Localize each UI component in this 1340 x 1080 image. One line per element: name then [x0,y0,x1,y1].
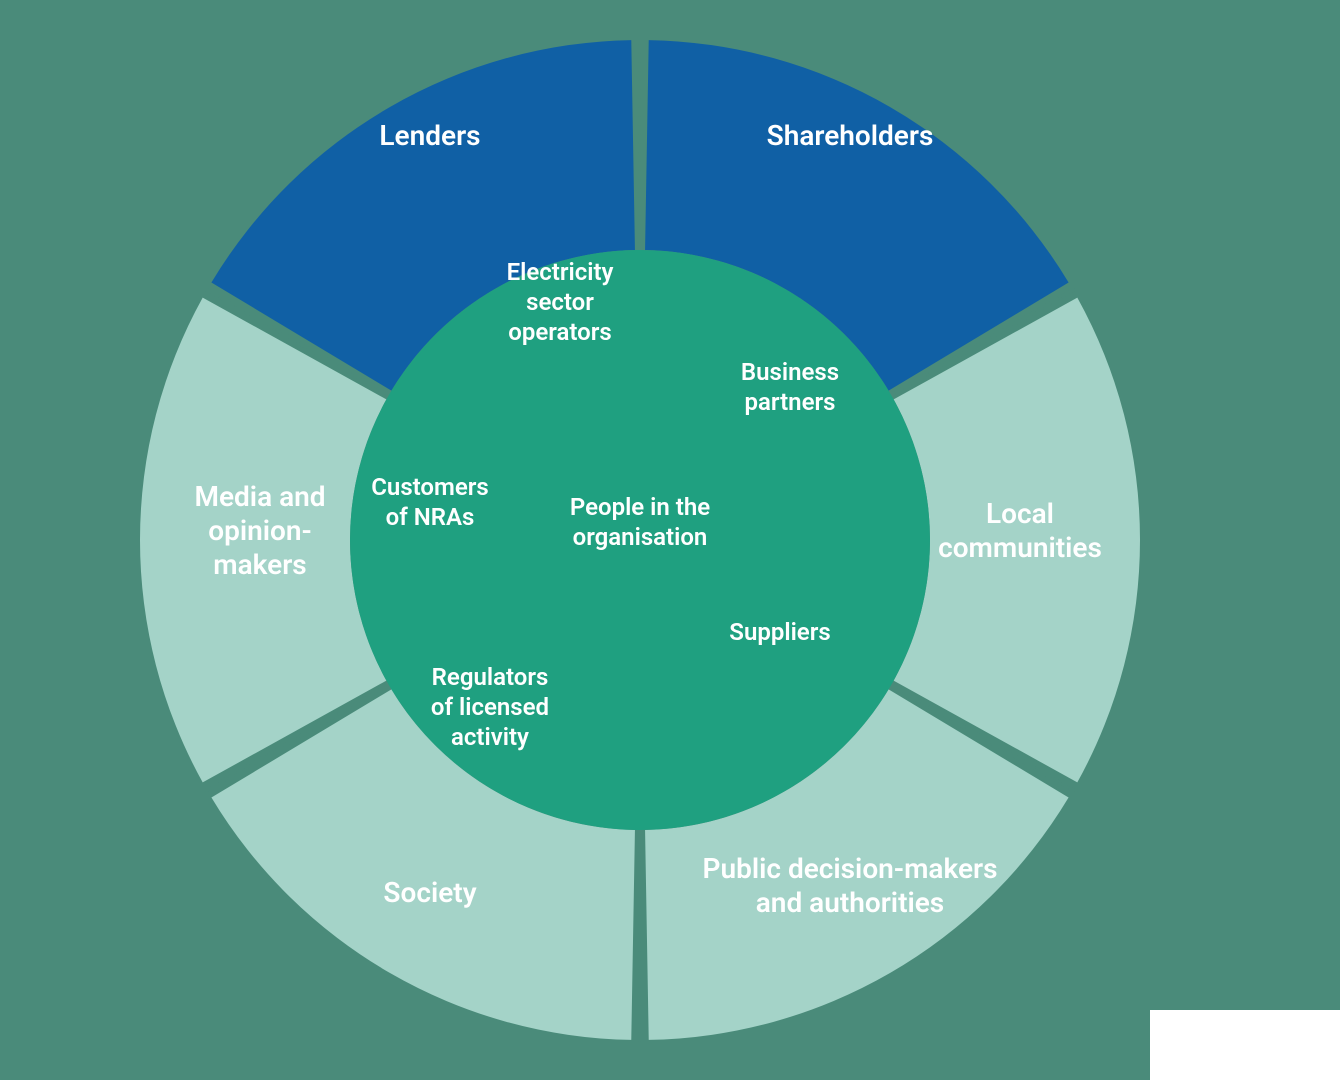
corner-box [1150,1010,1340,1080]
segment-label: Lenders [379,119,480,152]
segment-label: Society [383,876,476,909]
stakeholder-donut-chart: ShareholdersLocalcommunitiesPublic decis… [0,0,1340,1080]
center-label: Suppliers [729,618,830,646]
segment-label: Media andopinion-makers [194,480,325,581]
segment-label: Shareholders [767,119,934,152]
diagram-stage: ShareholdersLocalcommunitiesPublic decis… [0,0,1340,1080]
